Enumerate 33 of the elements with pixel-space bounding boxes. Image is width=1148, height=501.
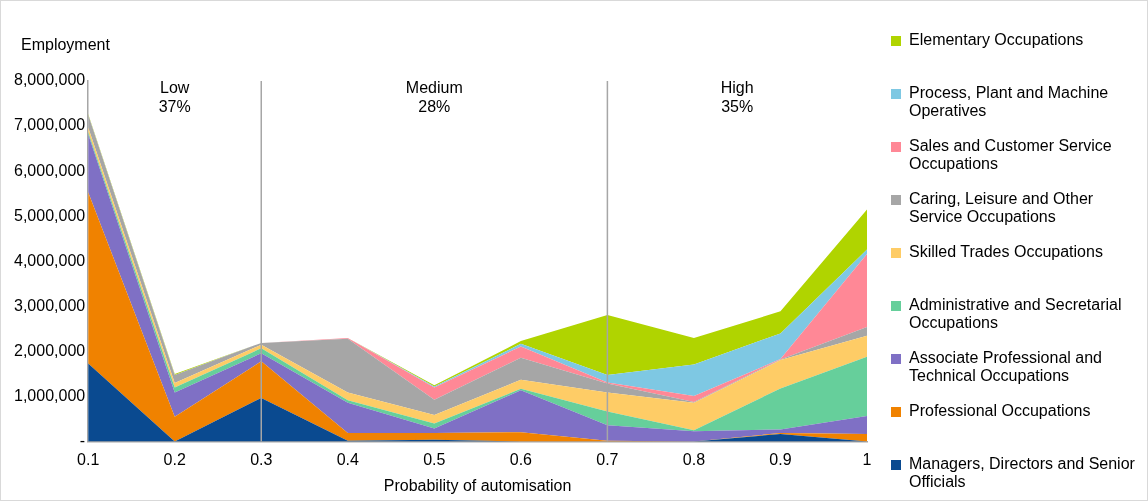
annotation: High 35% — [720, 79, 754, 116]
x-tick-label: 0.6 — [509, 450, 533, 468]
legend-label: Caring, Leisure and Other Service Occupations — [909, 190, 1095, 226]
legend-label: Skilled Trades Occupations — [909, 243, 1103, 261]
x-tick-label: 0.5 — [423, 450, 446, 468]
x-tick-label: 0.3 — [250, 450, 273, 468]
y-tick-label: 5,000,000 — [13, 206, 86, 224]
legend-label: Managers, Directors and Senior Officials — [909, 455, 1136, 491]
legend-label: Associate Professional and Technical Occupations — [909, 349, 1103, 385]
legend-label: Administrative and Secretarial Occupations — [909, 296, 1123, 332]
x-tick-label: 0.7 — [596, 450, 619, 468]
y-tick-label: 7,000,000 — [13, 116, 86, 134]
y-tick-label: - — [79, 432, 86, 450]
annotation: Low 37% — [158, 79, 191, 116]
legend-label: Elementary Occupations — [909, 31, 1084, 49]
y-tick-label: 4,000,000 — [13, 251, 86, 269]
x-axis-title: Probability of automisation — [383, 476, 572, 494]
y-tick-label: 1,000,000 — [13, 386, 86, 404]
y-tick-label: 2,000,000 — [13, 341, 86, 359]
y-tick-label: 8,000,000 — [13, 71, 86, 89]
legend-label: Professional Occupations — [909, 402, 1091, 420]
annotation: Medium 28% — [405, 79, 463, 116]
x-tick-label: 0.2 — [163, 450, 186, 468]
x-tick-label: 0.1 — [77, 450, 100, 468]
x-tick-label: 0.9 — [769, 450, 792, 468]
y-axis-title: Employment — [21, 36, 111, 54]
legend-label: Process, Plant and Machine Operatives — [909, 84, 1110, 120]
legend-label: Sales and Customer Service Occupations — [909, 137, 1113, 173]
y-tick-label: 3,000,000 — [13, 296, 86, 314]
x-tick-label: 1 — [862, 450, 872, 468]
x-tick-label: 0.8 — [682, 450, 706, 468]
x-tick-label: 0.4 — [336, 450, 360, 468]
y-tick-label: 6,000,000 — [13, 161, 86, 179]
